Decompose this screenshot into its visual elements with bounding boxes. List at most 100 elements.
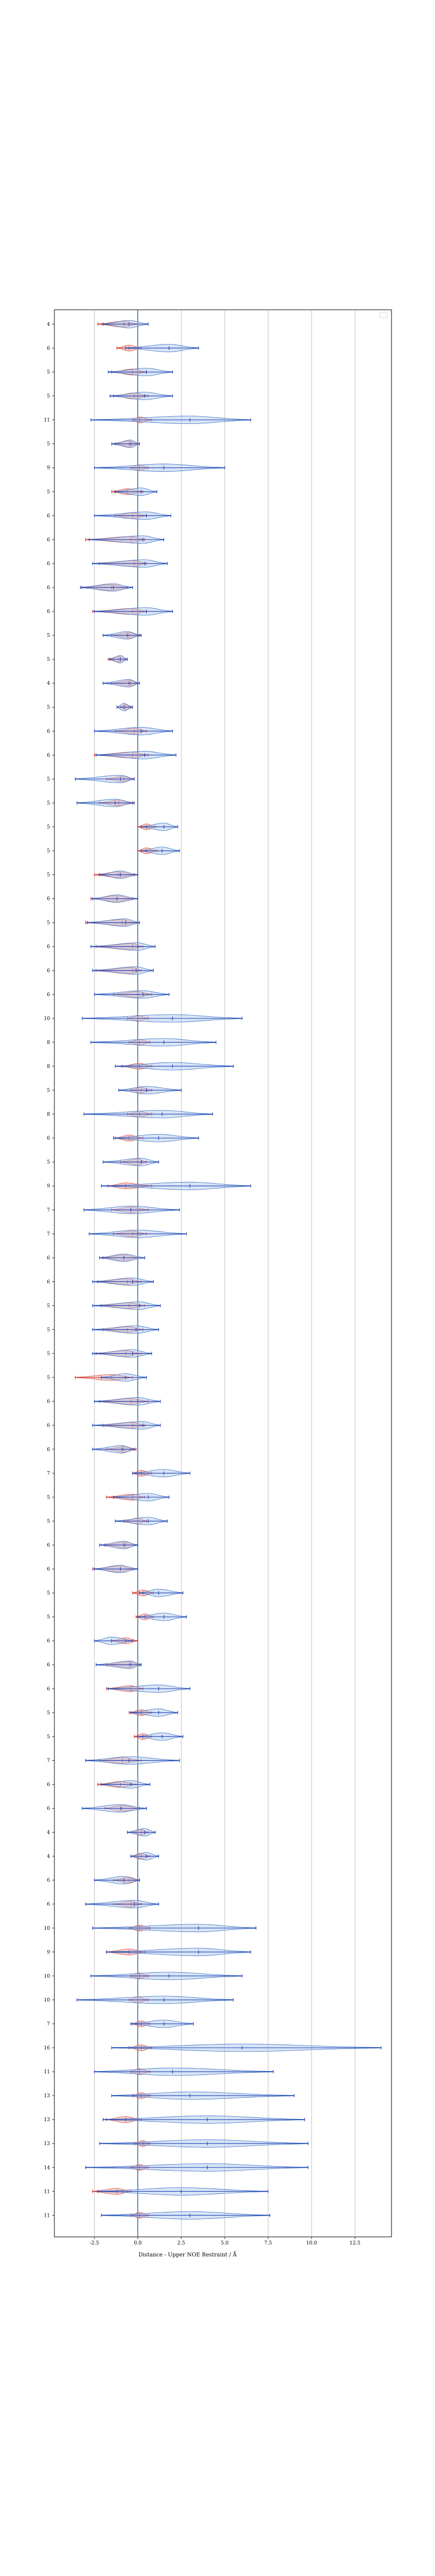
- violin-blue: [94, 607, 173, 616]
- violin-row: [111, 487, 158, 496]
- violin-row: [113, 1134, 199, 1142]
- violin-blue: [94, 727, 173, 735]
- y-tick-label: 5: [47, 705, 50, 710]
- violin-blue: [82, 1804, 147, 1812]
- violin-blue: [92, 1924, 257, 1933]
- y-tick-label: 5: [47, 1495, 50, 1500]
- violin-blue: [89, 535, 164, 544]
- violin-blue: [137, 1612, 187, 1621]
- violin-row: [82, 1014, 243, 1023]
- violin-blue: [99, 871, 138, 879]
- y-tick-label: 6: [47, 753, 50, 758]
- violin-blue: [101, 1181, 251, 1190]
- violin-blue: [85, 1756, 180, 1765]
- y-tick-label: 6: [47, 1806, 50, 1812]
- violin-blue: [102, 1158, 159, 1166]
- y-tick-label: 11: [44, 2069, 50, 2075]
- y-tick-label: 6: [47, 585, 50, 591]
- violin-row: [102, 631, 142, 640]
- violin-blue: [141, 847, 180, 855]
- violin-blue: [94, 990, 170, 999]
- y-tick-label: 6: [47, 1136, 50, 1141]
- violin-blue: [90, 1038, 216, 1047]
- violin-row: [127, 1828, 156, 1837]
- violin-row: [94, 464, 225, 472]
- violin-row: [90, 416, 251, 424]
- violin-blue: [92, 1277, 154, 1286]
- violin-row: [115, 1517, 168, 1525]
- violin-row: [108, 655, 128, 664]
- violin-blue: [113, 1493, 170, 1502]
- y-tick-label: 14: [44, 2165, 51, 2171]
- violin-blue: [90, 1972, 243, 1980]
- y-tick-label: 4: [47, 681, 50, 686]
- y-tick-label: 5: [47, 921, 50, 926]
- y-tick-label: 5: [47, 633, 50, 639]
- y-tick-label: 6: [47, 1639, 50, 1644]
- y-tick-label: 8: [47, 1040, 50, 1046]
- violin-blue: [94, 1876, 140, 1885]
- y-tick-label: 8: [47, 1064, 50, 1070]
- violin-blue: [137, 1733, 184, 1741]
- violin-row: [99, 1541, 138, 1549]
- y-tick-label: 5: [47, 657, 50, 662]
- violin-blue: [130, 1708, 178, 1717]
- violin-row: [92, 2187, 269, 2196]
- y-tick-label: 6: [47, 1662, 50, 1668]
- y-tick-label: 6: [47, 1878, 50, 1884]
- violin-blue: [92, 1421, 161, 1430]
- violin-blue: [102, 320, 149, 328]
- violin-row: [94, 2067, 274, 2076]
- violin-blue: [82, 1014, 243, 1023]
- legend-box: [379, 312, 388, 318]
- violin-blue: [89, 1229, 187, 1238]
- violin-row: [106, 1493, 170, 1502]
- violin-blue: [111, 2091, 295, 2100]
- violin-blue: [132, 1469, 190, 1478]
- violin-row: [130, 1852, 159, 1860]
- y-tick-label: 5: [47, 1710, 50, 1716]
- y-tick-label: 5: [47, 873, 50, 878]
- violin-blue: [94, 511, 171, 520]
- violin-row: [116, 344, 199, 352]
- violin-blue: [87, 918, 140, 927]
- y-tick-label: 16: [44, 2046, 51, 2051]
- violin-blue: [85, 2163, 309, 2172]
- y-tick-label: 6: [47, 1255, 50, 1261]
- y-tick-label: 7: [47, 1758, 50, 1764]
- violin-row: [94, 1397, 161, 1406]
- violin-row: [135, 1612, 187, 1621]
- y-tick-label: 6: [47, 729, 50, 734]
- violin-blue: [108, 1684, 190, 1693]
- violin-blue: [83, 1205, 180, 1214]
- violin-blue: [90, 942, 156, 951]
- violin-row: [92, 1421, 161, 1430]
- violin-row: [111, 2091, 295, 2100]
- violin-blue: [111, 2043, 382, 2052]
- y-tick-label: 10: [44, 1974, 51, 1979]
- y-tick-label: 6: [47, 1423, 50, 1429]
- violin-blue: [94, 2067, 274, 2076]
- violin-row: [74, 775, 135, 783]
- y-tick-label: 6: [47, 1447, 50, 1453]
- y-tick-label: 9: [47, 1184, 50, 1189]
- violin-blue: [111, 440, 140, 448]
- violin-row: [90, 895, 138, 903]
- violin-row: [90, 1972, 243, 1980]
- violin-row: [116, 703, 133, 711]
- violin-blue: [85, 1900, 159, 1909]
- y-tick-label: 8: [47, 1112, 50, 1117]
- violin-blue: [102, 679, 140, 687]
- y-tick-label: 5: [47, 1160, 50, 1165]
- violin-row: [83, 1110, 213, 1118]
- y-tick-label: 5: [47, 490, 50, 495]
- violin-blue: [76, 799, 135, 807]
- violin-row: [74, 1373, 147, 1381]
- violin-blue: [76, 1996, 234, 2004]
- violin-blue: [108, 368, 173, 376]
- violin-blue: [97, 2187, 269, 2196]
- y-tick-label: 6: [47, 609, 50, 615]
- violin-row: [94, 1636, 138, 1645]
- violin-row: [92, 1445, 136, 1454]
- x-tick-labels: -2.5 0.0 2.5 5.0 7.5 10.0 12.5: [90, 2237, 361, 2246]
